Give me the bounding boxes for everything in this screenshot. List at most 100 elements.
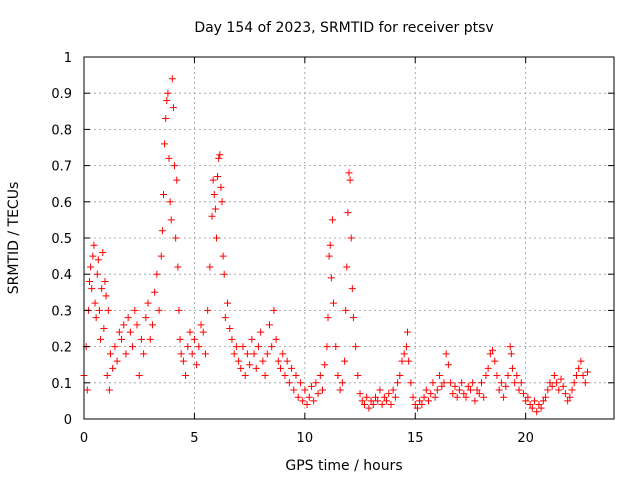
data-point <box>176 335 184 343</box>
data-point <box>489 346 497 354</box>
data-point <box>334 372 342 380</box>
data-point <box>332 343 340 351</box>
data-point <box>274 357 282 365</box>
data-point <box>389 386 397 394</box>
data-point <box>451 382 459 390</box>
x-tick-label: 10 <box>297 431 314 446</box>
x-tick-label: 0 <box>80 431 88 446</box>
data-point <box>473 386 481 394</box>
y-tick-label: 0.2 <box>51 341 72 356</box>
data-point <box>122 350 130 358</box>
data-point <box>442 350 450 358</box>
data-point <box>497 379 505 387</box>
data-point <box>226 325 234 332</box>
y-tick-label: 0.6 <box>51 196 72 211</box>
data-point <box>486 350 494 358</box>
data-point <box>396 372 404 380</box>
data-point <box>98 285 106 293</box>
data-point <box>161 140 169 148</box>
data-point <box>86 277 94 285</box>
data-point <box>90 241 98 249</box>
grid <box>84 57 614 419</box>
data-point <box>126 328 134 336</box>
data-point <box>246 361 254 369</box>
data-point <box>568 386 576 394</box>
data-point <box>107 350 114 358</box>
data-point <box>310 397 318 405</box>
data-point <box>466 386 474 394</box>
data-point <box>281 372 289 380</box>
data-point <box>464 382 472 390</box>
data-point <box>228 335 236 343</box>
data-point <box>522 397 530 405</box>
data-point <box>169 104 177 112</box>
data-point <box>206 263 214 271</box>
data-point <box>385 390 393 398</box>
data-point <box>420 393 428 401</box>
data-point <box>407 379 415 387</box>
data-point <box>458 379 466 387</box>
data-point <box>354 372 362 380</box>
data-point <box>137 335 145 343</box>
data-point <box>197 321 205 329</box>
data-point <box>193 361 201 369</box>
data-point <box>239 343 247 351</box>
data-point <box>378 401 386 409</box>
data-point <box>352 343 360 351</box>
data-point <box>345 169 353 177</box>
data-point <box>572 372 580 380</box>
data-point <box>285 379 293 387</box>
data-point <box>321 361 329 369</box>
data-point <box>87 263 95 271</box>
data-point <box>165 154 173 162</box>
data-point <box>564 397 572 405</box>
data-point <box>553 379 561 387</box>
data-point <box>118 335 126 343</box>
data-point <box>425 397 432 405</box>
data-point <box>528 404 536 412</box>
data-point <box>113 357 121 365</box>
data-point <box>115 328 123 336</box>
data-point <box>570 379 578 387</box>
data-point <box>356 390 364 398</box>
data-points <box>80 75 591 416</box>
data-point <box>162 115 170 123</box>
data-point <box>190 335 198 343</box>
data-point <box>358 397 366 405</box>
data-point <box>469 379 477 387</box>
data-point <box>135 372 143 380</box>
data-point <box>453 393 461 401</box>
y-tick-label: 0.9 <box>51 87 72 102</box>
data-point <box>155 306 163 314</box>
data-point <box>584 368 591 376</box>
data-point <box>157 252 165 260</box>
data-point <box>314 390 322 398</box>
data-point <box>546 379 554 387</box>
data-point <box>519 390 527 398</box>
data-point <box>299 397 307 405</box>
data-point <box>173 176 181 184</box>
data-point <box>104 306 112 314</box>
data-point <box>186 328 194 336</box>
data-point <box>303 401 311 409</box>
data-point <box>158 227 166 235</box>
data-point <box>436 372 444 380</box>
data-point <box>124 314 132 322</box>
data-point <box>120 321 128 329</box>
data-point <box>367 397 375 405</box>
data-point <box>144 299 152 307</box>
data-point <box>493 372 501 380</box>
data-point <box>328 216 336 224</box>
data-point <box>566 393 574 401</box>
data-point <box>325 252 333 260</box>
data-point <box>204 306 212 314</box>
data-point <box>301 386 309 394</box>
data-point <box>394 379 402 387</box>
data-point <box>548 382 556 390</box>
data-point <box>248 335 256 343</box>
data-point <box>447 379 455 387</box>
data-point <box>270 306 278 314</box>
data-point <box>316 372 324 380</box>
data-point <box>349 314 357 322</box>
